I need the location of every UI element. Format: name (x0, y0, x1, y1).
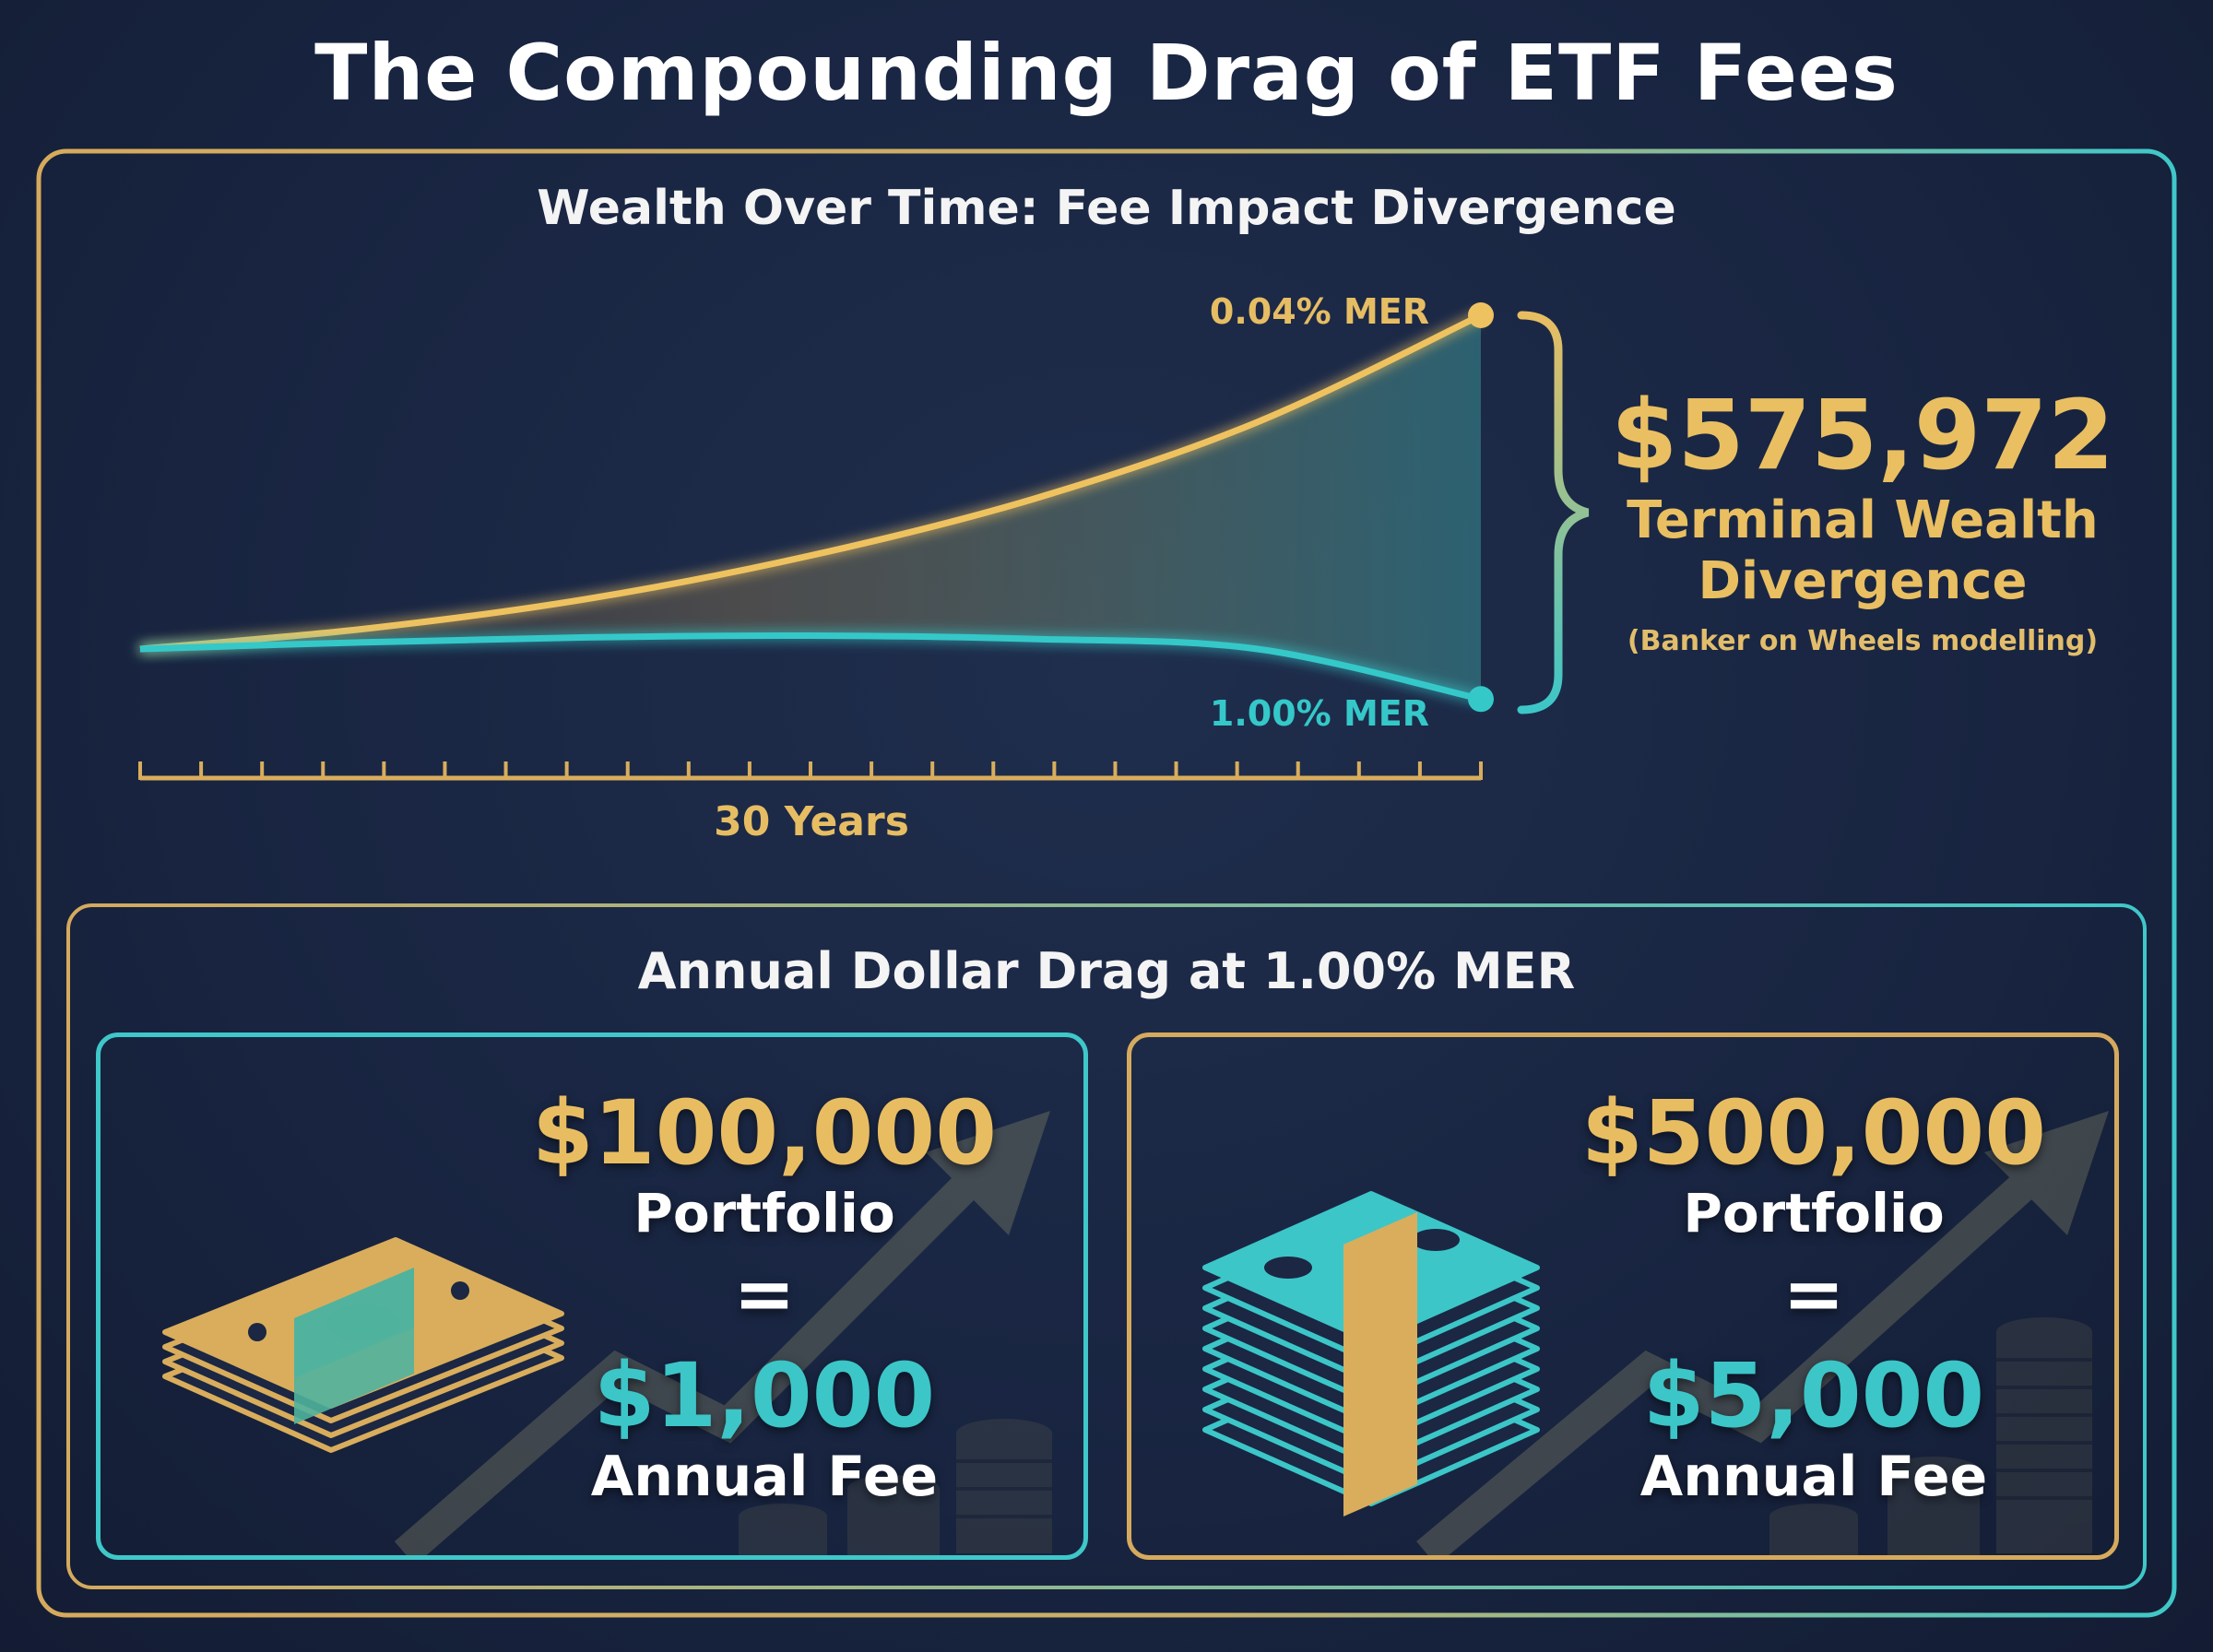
coin-stack-icon (739, 1419, 1052, 1555)
series-label-0.04-mer: 0.04% MER (1209, 291, 1429, 332)
x-axis-label: 30 Years (714, 798, 909, 845)
divergence-brace (1517, 311, 1590, 714)
card-decoration (1202, 1111, 2109, 1555)
portfolio-value: $500,000 (1580, 1081, 2047, 1185)
series-line-0.04-mer (139, 312, 1483, 653)
fee-card-500k-text: $500,000 Portfolio = $5,000 Annual Fee (1537, 1083, 2090, 1507)
cash-stack-icon (162, 1237, 564, 1453)
x-axis (138, 761, 1483, 781)
portfolio-label: Portfolio (633, 1182, 895, 1245)
series-label-1.00-mer: 1.00% MER (1209, 693, 1429, 734)
portfolio-label: Portfolio (1683, 1182, 1945, 1245)
card-decoration (162, 1111, 1052, 1555)
annual-fee-label: Annual Fee (1639, 1445, 1988, 1509)
portfolio-value: $100,000 (531, 1081, 998, 1185)
trend-arrow-icon (394, 1163, 988, 1555)
annual-fee-value: $5,000 (1642, 1344, 1985, 1447)
fee-card-100k-text: $100,000 Portfolio = $1,000 Annual Fee (488, 1083, 1041, 1507)
annual-fee-value: $1,000 (593, 1344, 936, 1447)
drag-panel-title: Annual Dollar Drag at 1.00% MER (637, 942, 1576, 1000)
divergence-label-line2: Divergence (1698, 551, 2028, 611)
endpoint-1.00-mer (1468, 686, 1494, 713)
annual-fee-label: Annual Fee (590, 1445, 939, 1509)
divergence-amount: $575,972 (1610, 379, 2115, 491)
page-title: The Compounding Drag of ETF Fees (314, 28, 1899, 118)
divergence-area (140, 315, 1481, 700)
divergence-note: (Banker on Wheels modelling) (1627, 625, 2099, 657)
chart-title: Wealth Over Time: Fee Impact Divergence (537, 181, 1676, 236)
fee-card-100k: $100,000 Portfolio = $1,000 Annual Fee (96, 1032, 1088, 1560)
equals-sign: = (1782, 1251, 1845, 1337)
cash-stack-icon (1202, 1191, 1540, 1516)
divergence-label-line1: Terminal Wealth (1627, 490, 2099, 550)
divergence-callout: $575,972 Terminal Wealth Divergence (Ban… (1595, 380, 2130, 657)
series-line-1.00-mer (139, 631, 1482, 702)
fee-card-500k: $500,000 Portfolio = $5,000 Annual Fee (1127, 1032, 2119, 1560)
endpoint-0.04-mer (1468, 302, 1494, 328)
wealth-chart (138, 302, 1590, 781)
coin-stack-icon (1769, 1317, 2092, 1555)
trend-arrow-icon (1416, 1163, 2046, 1555)
equals-sign: = (733, 1251, 796, 1337)
